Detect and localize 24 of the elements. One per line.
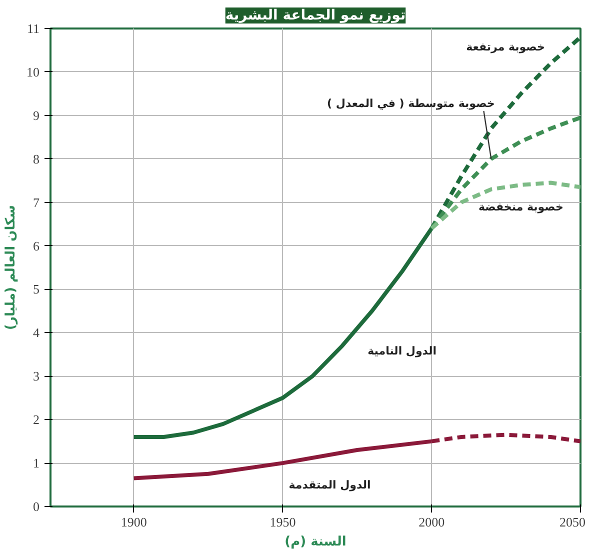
text: خصوبة متوسطة ( في المعدل ) [327, 96, 495, 110]
series-label: خصوبة منخفضة [478, 200, 564, 214]
y-tick-label: 3 [33, 368, 40, 384]
y-tick-label: 0 [33, 499, 40, 514]
x-tick-label: 2000 [418, 514, 445, 530]
x-tick-label: 1950 [270, 514, 296, 530]
y-tick-label: 8 [33, 151, 40, 166]
y-tick-label: 4 [33, 325, 40, 340]
y-axis-title: سكان العالم (مليار) [4, 205, 18, 330]
x-tick-label: 1900 [120, 514, 147, 530]
y-tick-label: 2 [33, 412, 40, 428]
y-tick-label: 11 [26, 21, 40, 36]
y-tick-label: 7 [33, 194, 40, 210]
y-tick-label: 10 [26, 64, 40, 80]
x-axis-title: السنة (م) [284, 534, 346, 550]
series-label: خصوبة مرتفعة [466, 40, 545, 54]
y-tick-label: 6 [33, 238, 40, 254]
y-tick-label: 1 [33, 456, 40, 471]
y-tick-label: 5 [33, 282, 40, 297]
series-label: الدول النامية [368, 344, 437, 358]
y-tick-label: 9 [33, 108, 40, 123]
series-label: الدول المتقدمة [288, 478, 371, 492]
x-tick-label: 2050 [560, 514, 586, 530]
chart-title: توزيع نمو الجماعة البشرية [225, 8, 406, 24]
